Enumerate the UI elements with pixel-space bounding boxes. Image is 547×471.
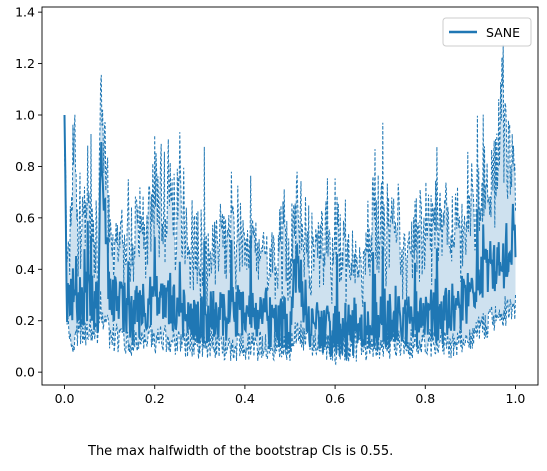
ci-upper-line <box>64 44 516 311</box>
legend: SANE <box>442 17 532 47</box>
y-tick-label: 0.8 <box>15 159 35 174</box>
y-tick-label: 0.6 <box>15 210 35 225</box>
ci-band <box>64 44 516 365</box>
y-tick-label: 1.4 <box>15 5 35 20</box>
x-tick-label: 0.0 <box>55 391 75 406</box>
x-axis: 0.0 0.2 0.4 0.6 0.8 1.0 <box>55 385 526 406</box>
axes-frame <box>41 6 539 386</box>
x-tick-label: 0.8 <box>415 391 435 406</box>
y-tick-label: 1.0 <box>15 108 35 123</box>
plot-area <box>63 44 517 366</box>
legend-label: SANE <box>486 25 520 40</box>
series-line-sane <box>63 114 517 360</box>
y-tick-label: 0.4 <box>15 262 35 277</box>
x-tick-label: 0.4 <box>235 391 255 406</box>
y-tick-label: 0.0 <box>15 365 35 380</box>
y-tick-label: 1.2 <box>15 56 35 71</box>
x-tick-label: 0.2 <box>145 391 165 406</box>
caption: The max halfwidth of the bootstrap CIs i… <box>88 444 394 459</box>
legend-box <box>442 17 532 47</box>
y-axis: 0.0 0.2 0.4 0.6 0.8 1.0 1.2 1.4 <box>15 5 42 380</box>
y-tick-label: 0.2 <box>15 313 35 328</box>
x-tick-label: 0.6 <box>325 391 345 406</box>
x-tick-label: 1.0 <box>506 391 526 406</box>
